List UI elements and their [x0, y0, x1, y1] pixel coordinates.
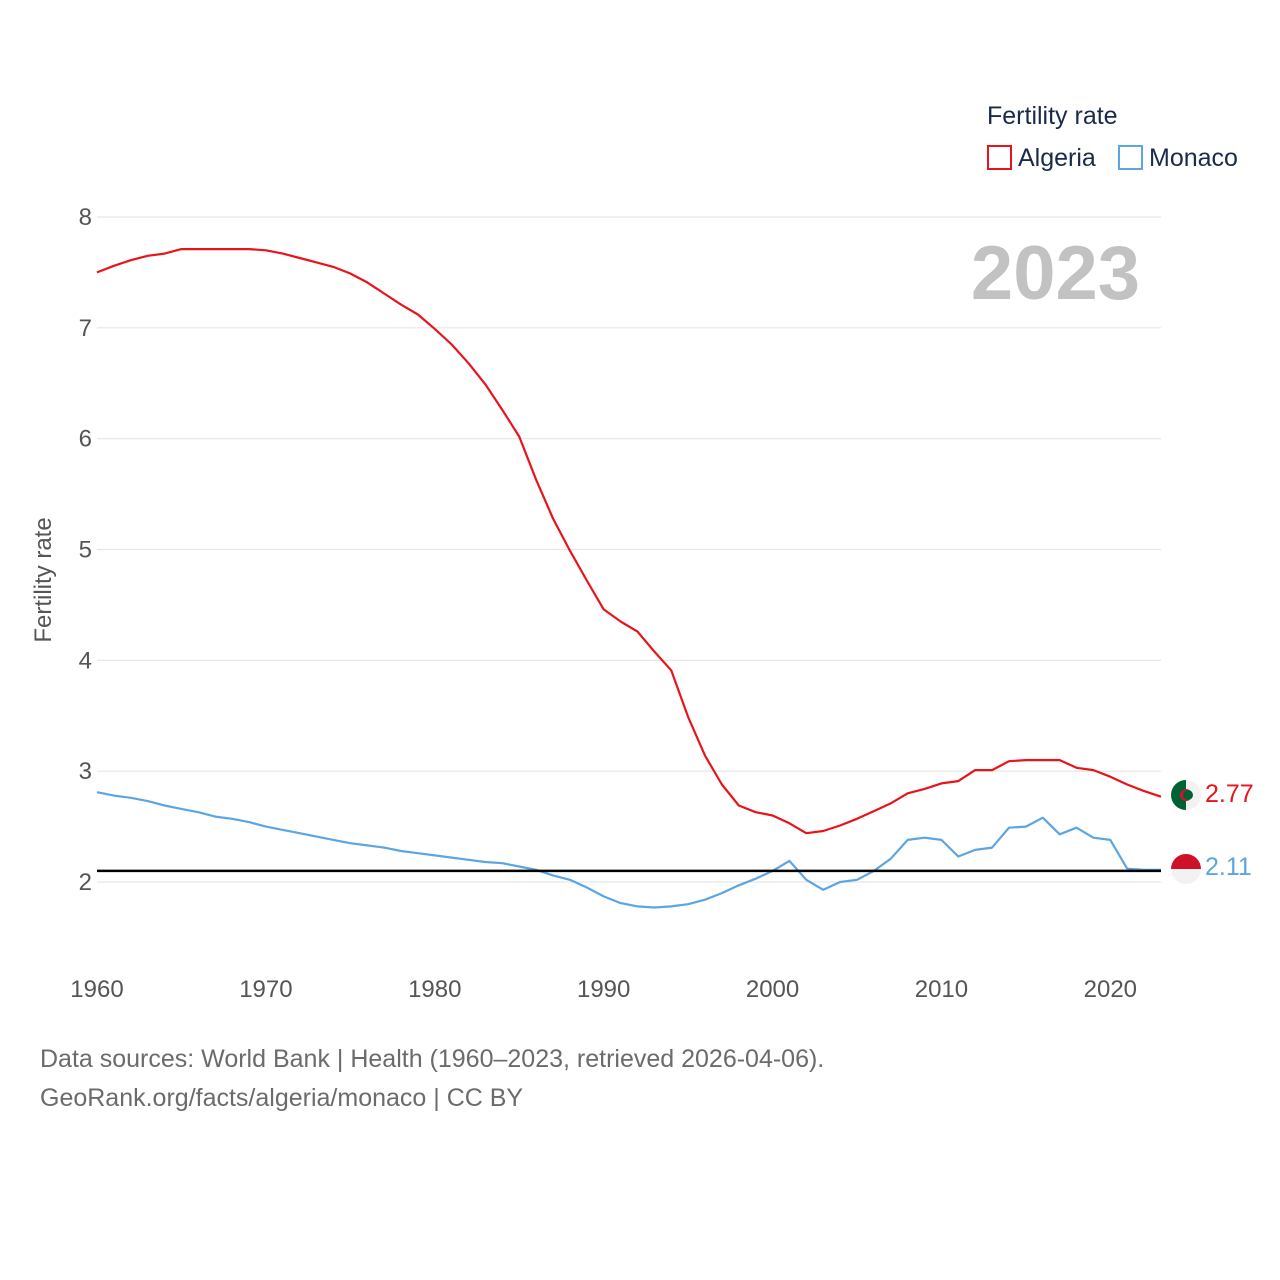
- y-axis-title: Fertility rate: [30, 517, 57, 642]
- series-lines: [96, 248, 1162, 909]
- end-marker-algeria: [1171, 780, 1201, 810]
- x-tick-label: 1970: [239, 976, 292, 1003]
- x-tick-label: 2010: [915, 976, 968, 1003]
- y-tick-label: 3: [79, 758, 92, 785]
- legend-swatch-algeria: [987, 145, 1012, 170]
- y-axis-ticks: 2 3 4 5 6 7 8: [79, 204, 92, 896]
- end-marker-monaco: [1171, 854, 1201, 884]
- monaco-flag-icon: [1171, 854, 1201, 884]
- legend-title: Fertility rate: [987, 102, 1118, 130]
- y-tick-label: 2: [79, 869, 92, 896]
- x-tick-label: 1980: [408, 976, 461, 1003]
- legend-label-monaco: Monaco: [1149, 144, 1238, 172]
- gridlines: [97, 216, 1161, 883]
- year-label: 2023: [971, 231, 1140, 316]
- legend-label-algeria: Algeria: [1018, 144, 1096, 172]
- footer-attribution-line: GeoRank.org/facts/algeria/monaco | CC BY: [40, 1084, 524, 1112]
- x-axis-ticks: 1960 1970 1980 1990 2000 2010 2020: [70, 976, 1137, 1003]
- y-tick-label: 5: [79, 537, 92, 564]
- y-tick-label: 8: [79, 204, 92, 231]
- end-value-monaco: 2.11: [1205, 853, 1252, 881]
- footer-source-line: Data sources: World Bank | Health (1960–…: [40, 1045, 825, 1073]
- legend-swatch-monaco: [1118, 145, 1143, 170]
- x-tick-label: 1990: [577, 976, 630, 1003]
- series-line-monaco: [96, 791, 1161, 909]
- legend: Fertility rate Algeria Monaco: [987, 102, 1238, 172]
- end-value-algeria: 2.77: [1205, 780, 1254, 808]
- x-tick-label: 2020: [1084, 976, 1137, 1003]
- y-tick-label: 6: [79, 426, 92, 453]
- x-tick-label: 1960: [70, 976, 123, 1003]
- series-line-algeria: [96, 248, 1162, 835]
- y-tick-label: 4: [79, 647, 92, 674]
- y-tick-label: 7: [79, 315, 92, 342]
- x-tick-label: 2000: [746, 976, 799, 1003]
- algeria-flag-icon: [1171, 780, 1201, 810]
